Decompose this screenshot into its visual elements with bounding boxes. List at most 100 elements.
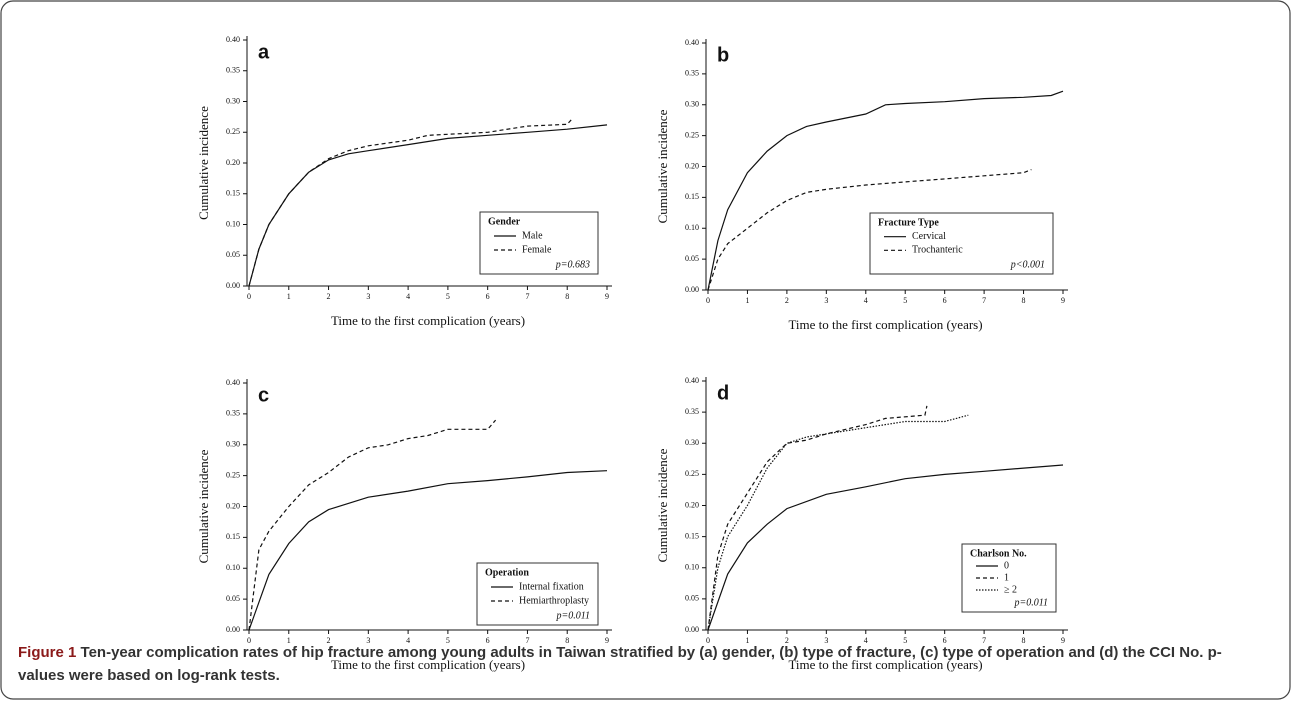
p-value: p<0.001: [1010, 259, 1045, 270]
y-tick-label: 0.30: [685, 100, 699, 109]
legend-box: [869, 212, 1054, 275]
curve: [248, 419, 497, 631]
y-tick-label: 0.10: [685, 563, 699, 572]
y-tick-label: 0.35: [685, 407, 699, 416]
p-value: p=0.683: [555, 259, 590, 270]
x-tick-label: 5: [446, 636, 450, 645]
x-tick-label: 0: [247, 636, 251, 645]
curve: [707, 464, 1064, 631]
caption-label: Figure 1: [18, 644, 77, 661]
x-tick-label: 6: [486, 636, 490, 645]
y-tick-label: 0.20: [685, 500, 699, 509]
curve: [707, 169, 1032, 291]
panel-label: d: [717, 382, 729, 404]
y-tick-label: 0.35: [685, 69, 699, 78]
x-axis-label: Time to the first complication (years): [331, 657, 525, 672]
y-tick-label: 0.10: [226, 219, 240, 228]
x-tick-label: 9: [605, 292, 609, 301]
y-tick-label: 0.05: [685, 254, 699, 263]
x-tick-label: 5: [903, 636, 907, 645]
caption-text: Ten-year complication rates of hip fract…: [18, 644, 1222, 684]
y-tick-label: 0.35: [226, 409, 240, 418]
x-tick-label: 9: [1061, 296, 1065, 305]
legend-title: Charlson No.: [970, 548, 1027, 559]
x-axis-label: Time to the first complication (years): [331, 313, 525, 328]
curve: [707, 414, 969, 631]
legend-label: Hemiarthroplasty: [519, 595, 589, 606]
legend-label: 1: [1004, 572, 1009, 583]
x-tick-label: 4: [406, 636, 410, 645]
x-tick-label: 8: [1022, 296, 1026, 305]
y-tick-label: 0.40: [685, 376, 699, 385]
x-tick-label: 3: [366, 292, 370, 301]
y-tick-label: 0.10: [226, 563, 240, 572]
x-tick-label: 7: [982, 296, 986, 305]
x-tick-label: 0: [247, 292, 251, 301]
x-tick-label: 1: [745, 636, 749, 645]
legend-box: [479, 211, 599, 275]
x-tick-label: 4: [864, 296, 868, 305]
x-tick-label: 1: [287, 636, 291, 645]
p-value: p=0.011: [555, 610, 590, 621]
x-tick-label: 1: [287, 292, 291, 301]
y-tick-label: 0.20: [226, 158, 240, 167]
y-tick-label: 0.20: [685, 161, 699, 170]
x-tick-label: 3: [824, 636, 828, 645]
curve: [248, 119, 572, 287]
x-tick-label: 6: [943, 636, 947, 645]
legend-label: Trochanteric: [912, 245, 963, 256]
y-tick-label: 0.30: [226, 440, 240, 449]
y-tick-label: 0.15: [685, 531, 699, 540]
legend-label: Male: [522, 230, 543, 241]
curve: [707, 405, 928, 631]
curve: [707, 90, 1064, 291]
y-tick-label: 0.15: [226, 532, 240, 541]
y-tick-label: 0.40: [226, 35, 240, 44]
x-tick-label: 8: [565, 292, 569, 301]
x-tick-label: 2: [785, 636, 789, 645]
x-tick-label: 9: [605, 636, 609, 645]
x-tick-label: 3: [366, 636, 370, 645]
x-tick-label: 9: [1061, 636, 1065, 645]
x-axis-label: Time to the first complication (years): [788, 657, 982, 672]
x-tick-label: 1: [745, 296, 749, 305]
legend-title: Operation: [485, 567, 529, 578]
y-tick-label: 0.15: [226, 189, 240, 198]
y-axis-label: Cumulative incidence: [196, 449, 211, 563]
x-tick-label: 4: [864, 636, 868, 645]
y-tick-label: 0.00: [685, 285, 699, 294]
x-tick-label: 0: [706, 296, 710, 305]
y-tick-label: 0.40: [226, 378, 240, 387]
legend-title: Gender: [488, 216, 521, 227]
x-tick-label: 2: [327, 636, 331, 645]
x-tick-label: 4: [406, 292, 410, 301]
x-tick-label: 8: [1022, 636, 1026, 645]
y-axis-label: Cumulative incidence: [655, 109, 670, 223]
legend-box: [476, 562, 599, 626]
y-axis-label: Cumulative incidence: [655, 448, 670, 562]
panel-label: c: [258, 384, 269, 406]
y-tick-label: 0.05: [226, 250, 240, 259]
legend-label: Female: [522, 244, 552, 255]
x-tick-label: 6: [943, 296, 947, 305]
y-tick-label: 0.30: [685, 438, 699, 447]
x-tick-label: 7: [525, 636, 529, 645]
x-tick-label: 8: [565, 636, 569, 645]
y-tick-label: 0.05: [226, 594, 240, 603]
y-tick-label: 0.00: [685, 625, 699, 634]
y-tick-label: 0.25: [685, 130, 699, 139]
panel-label: a: [258, 41, 270, 63]
legend-label: Internal fixation: [519, 581, 584, 592]
x-tick-label: 5: [446, 292, 450, 301]
y-tick-label: 0.40: [685, 38, 699, 47]
x-tick-label: 7: [982, 636, 986, 645]
legend-label: 0: [1004, 560, 1009, 571]
y-tick-label: 0.00: [226, 281, 240, 290]
x-tick-label: 0: [706, 636, 710, 645]
y-tick-label: 0.10: [685, 223, 699, 232]
y-tick-label: 0.25: [226, 470, 240, 479]
legend-label: Cervical: [912, 231, 946, 242]
x-tick-label: 2: [785, 296, 789, 305]
legend-label: ≥ 2: [1004, 584, 1017, 595]
